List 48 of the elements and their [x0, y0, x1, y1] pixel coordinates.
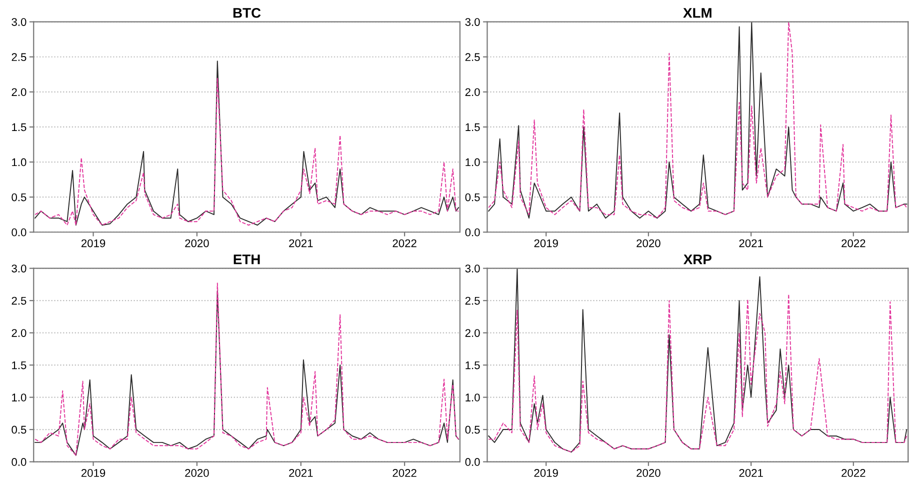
- x-tick-label: 2021: [289, 239, 313, 248]
- x-tick-label: 2019: [81, 239, 106, 248]
- y-tick-label: 2.0: [12, 329, 26, 337]
- x-tick-label: 2021: [289, 469, 313, 477]
- y-tick-label: 2.5: [12, 296, 26, 305]
- y-tick-label: 1.0: [466, 394, 480, 402]
- y-tick-label: 3.0: [12, 264, 26, 272]
- y-tick-label: 0.5: [465, 426, 480, 434]
- x-tick-label: 2022: [842, 239, 866, 248]
- y-tick-label: 3.0: [465, 18, 480, 26]
- x-tick-label: 2019: [534, 239, 558, 248]
- chart-title: XRP: [684, 254, 712, 264]
- y-tick-label: 0.0: [465, 458, 480, 466]
- x-tick-label: 2022: [392, 239, 416, 248]
- y-tick-label: 0.5: [465, 193, 480, 202]
- y-tick-label: 1.0: [12, 394, 26, 402]
- y-tick-label: 3.0: [465, 264, 480, 272]
- y-tick-label: 2.0: [465, 329, 480, 337]
- y-tick-label: 3.0: [12, 18, 26, 26]
- x-tick-label: 2020: [185, 239, 209, 248]
- y-tick-label: 2.0: [465, 88, 480, 96]
- x-tick-label: 2022: [842, 469, 866, 477]
- x-tick-label: 2019: [534, 469, 558, 477]
- x-tick-label: 2021: [739, 239, 763, 248]
- y-tick-label: 2.5: [465, 53, 480, 62]
- chart-title: ETH: [234, 254, 260, 264]
- y-tick-label: 1.5: [466, 123, 480, 132]
- chart-title: XLM: [683, 8, 712, 18]
- x-tick-label: 2019: [81, 469, 106, 477]
- y-tick-label: 0.5: [12, 426, 26, 434]
- y-tick-label: 1.5: [466, 361, 480, 370]
- x-tick-label: 2020: [185, 469, 209, 477]
- y-tick-label: 0.0: [465, 228, 480, 236]
- y-tick-label: 2.5: [12, 53, 26, 62]
- x-tick-label: 2020: [636, 469, 660, 477]
- y-tick-label: 2.5: [465, 296, 480, 305]
- y-tick-label: 0.0: [12, 228, 26, 236]
- y-tick-label: 1.0: [466, 158, 480, 166]
- x-tick-label: 2021: [739, 469, 763, 477]
- y-tick-label: 0.0: [12, 458, 26, 466]
- y-tick-label: 0.5: [12, 193, 26, 202]
- y-tick-label: 1.0: [12, 158, 26, 166]
- x-tick-label: 2020: [636, 239, 660, 248]
- chart-title: BTC: [233, 8, 261, 18]
- y-tick-label: 1.5: [12, 361, 26, 370]
- y-tick-label: 2.0: [12, 88, 26, 96]
- x-tick-label: 2022: [392, 469, 416, 477]
- y-tick-label: 1.5: [12, 123, 26, 132]
